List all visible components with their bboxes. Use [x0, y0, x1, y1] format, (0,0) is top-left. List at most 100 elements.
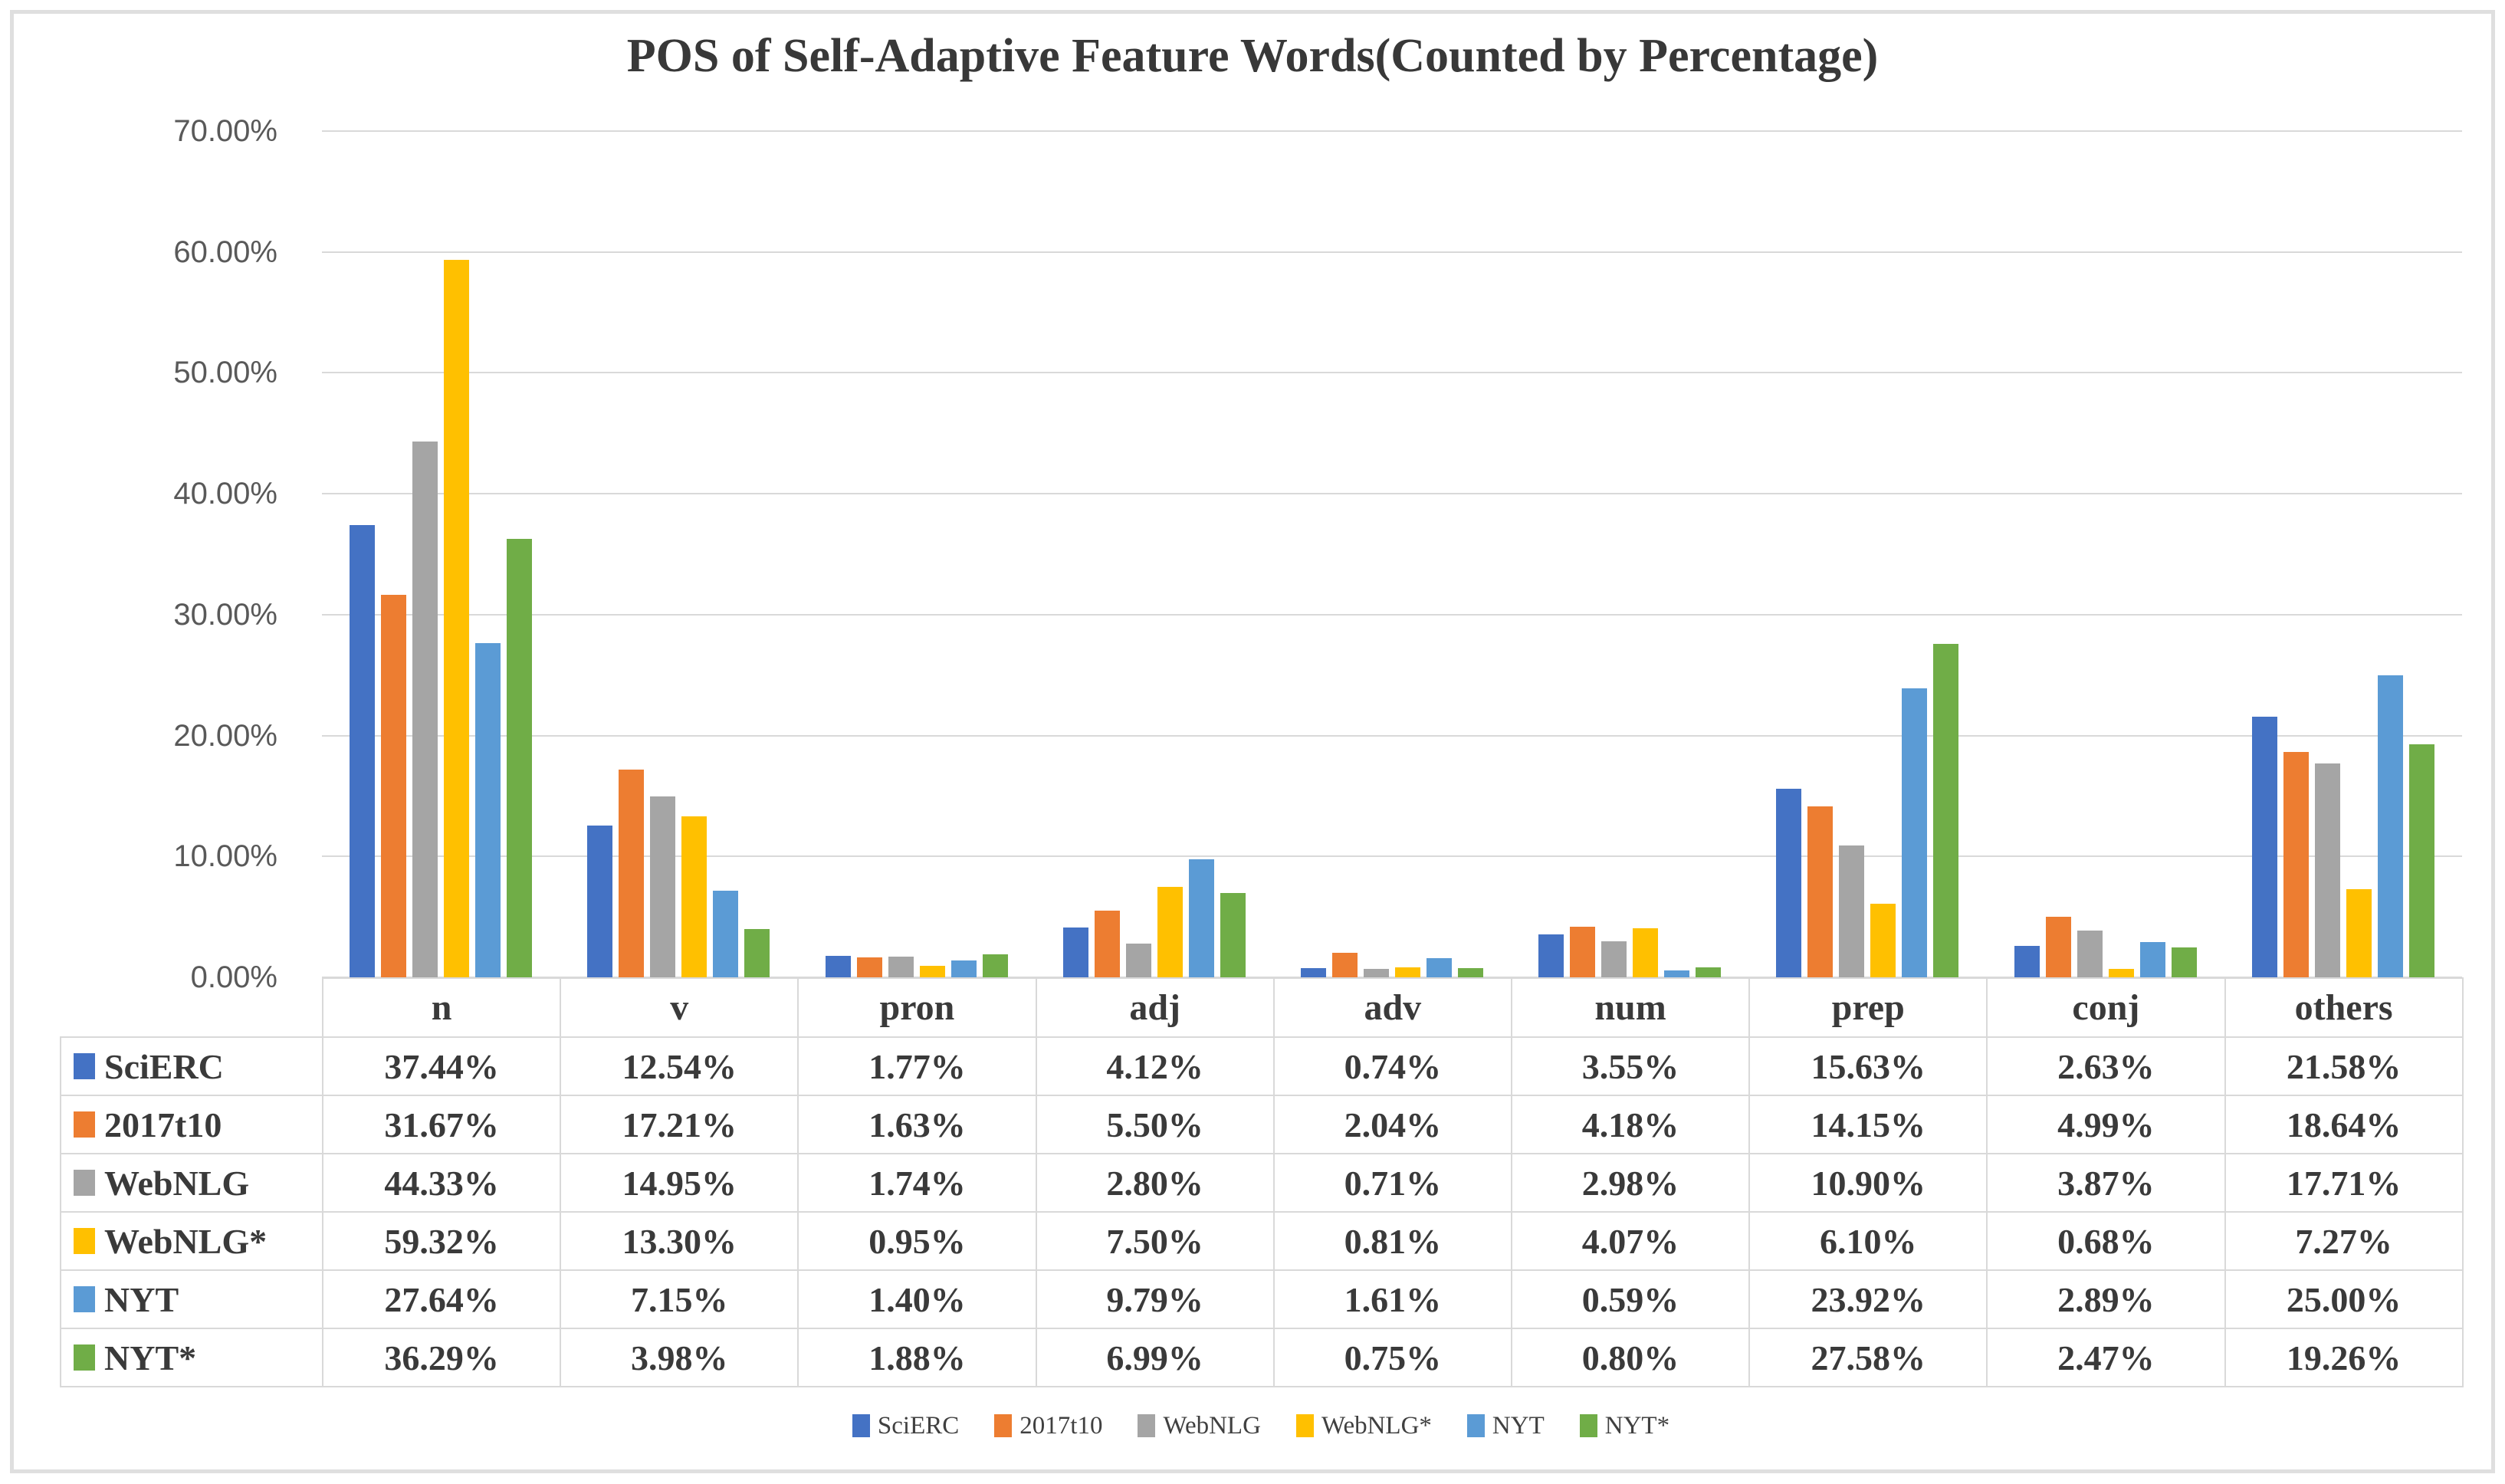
- bar-webnlg-v: [650, 796, 676, 977]
- bar-group-v: [560, 131, 797, 977]
- y-axis: 70.00% 60.00% 50.00% 40.00% 30.00% 20.00% 10.0…: [77, 114, 277, 994]
- bar-nyt-star-n: [507, 538, 533, 977]
- table-value-webnlg-pron: 1.74%: [797, 1153, 1037, 1213]
- series-key-swatch-webnlg: [74, 1170, 95, 1196]
- table-value-nyt-others: 25.00%: [2224, 1269, 2464, 1329]
- bar-2017t10-others: [2283, 752, 2309, 977]
- y-axis-tick-label: 70.00%: [173, 114, 277, 148]
- table-value-webnlg-star-others: 7.27%: [2224, 1211, 2464, 1271]
- table-value-scierc-adv: 0.74%: [1272, 1036, 1512, 1096]
- table-value-webnlg-star-pron: 0.95%: [797, 1211, 1037, 1271]
- bar-scierc-others: [2251, 716, 2277, 977]
- series-key-swatch-webnlg-star: [74, 1228, 95, 1254]
- series-name: NYT*: [104, 1338, 197, 1377]
- bar-scierc-adj: [1062, 927, 1088, 977]
- table-value-scierc-prep: 15.63%: [1748, 1036, 1988, 1096]
- bar-scierc-v: [587, 826, 613, 977]
- bar-nyt-num: [1664, 970, 1690, 977]
- bar-nyt-star-pron: [982, 954, 1008, 977]
- bar-webnlg-star-others: [2346, 889, 2372, 977]
- bar-nyt-adj: [1188, 859, 1214, 977]
- h-gridline: [322, 977, 2462, 978]
- bar-scierc-prep: [1776, 788, 1802, 977]
- bar-2017t10-num: [1570, 927, 1596, 977]
- table-row-webnlg: WebNLG 44.33% 14.95% 1.74% 2.80% 0.71% 2.98% 10…: [60, 1153, 2464, 1213]
- bar-nyt-star-v: [744, 929, 770, 977]
- table-value-webnlg-star-adj: 7.50%: [1035, 1211, 1275, 1271]
- table-value-webnlg-star-num: 4.07%: [1510, 1211, 1751, 1271]
- table-value-webnlg-star-adv: 0.81%: [1272, 1211, 1512, 1271]
- plot-area: [322, 130, 2462, 978]
- table-header-cell-v: v: [560, 977, 799, 1038]
- table-value-webnlg-star-n: 59.32%: [321, 1211, 562, 1271]
- bar-webnlg-star-pron: [919, 966, 945, 977]
- table-value-webnlg-adv: 0.71%: [1272, 1153, 1512, 1213]
- table-row-header-scierc: SciERC: [60, 1036, 323, 1096]
- table-value-scierc-num: 3.55%: [1510, 1036, 1751, 1096]
- bar-nyt-pron: [950, 960, 977, 977]
- table-header-row: n v pron adj adv num prep conj others: [61, 977, 2464, 1038]
- table-value-nyt-star-conj: 2.47%: [1986, 1328, 2226, 1387]
- table-header-cell-others: others: [2224, 977, 2464, 1038]
- legend-label: SciERC: [877, 1411, 960, 1440]
- bar-nyt-star-num: [1696, 967, 1722, 977]
- table-value-scierc-conj: 2.63%: [1986, 1036, 2226, 1096]
- bar-group-conj: [1987, 131, 2224, 977]
- legend-swatch-nyt: [1466, 1414, 1485, 1437]
- bar-webnlg-star-adj: [1157, 886, 1183, 977]
- table-value-2017t10-others: 18.64%: [2224, 1095, 2464, 1154]
- bar-webnlg-prep: [1839, 845, 1865, 977]
- table-value-webnlg-prep: 10.90%: [1748, 1153, 1988, 1213]
- table-row-header-nyt: NYT: [60, 1269, 323, 1329]
- bar-2017t10-prep: [1807, 806, 1834, 977]
- table-row-nyt-star: NYT* 36.29% 3.98% 1.88% 6.99% 0.75% 0.80% 27.58…: [60, 1328, 2464, 1387]
- table-row-header-webnlg: WebNLG: [60, 1153, 323, 1213]
- table-value-webnlg-v: 14.95%: [560, 1153, 799, 1213]
- bar-group-n: [322, 131, 560, 977]
- table-row-header-2017t10: 2017t10: [60, 1095, 323, 1154]
- bar-group-adv: [1273, 131, 1511, 977]
- table-value-webnlg-n: 44.33%: [321, 1153, 562, 1213]
- bar-nyt-prep: [1902, 688, 1928, 977]
- legend-swatch-scierc: [852, 1414, 870, 1437]
- y-axis-tick-label: 30.00%: [173, 597, 277, 632]
- bar-2017t10-v: [619, 769, 645, 977]
- table-value-nyt-adv: 1.61%: [1272, 1269, 1512, 1329]
- table-value-2017t10-prep: 14.15%: [1748, 1095, 1988, 1154]
- legend-label: 2017t10: [1019, 1411, 1103, 1440]
- bar-webnlg-star-n: [444, 260, 470, 977]
- bar-webnlg-pron: [888, 956, 914, 977]
- table-value-nyt-pron: 1.40%: [797, 1269, 1037, 1329]
- bar-scierc-conj: [2014, 945, 2040, 977]
- table-header-cell-pron: pron: [797, 977, 1037, 1038]
- legend-item-webnlg-star: WebNLG*: [1295, 1412, 1432, 1440]
- table-value-nyt-star-adj: 6.99%: [1035, 1328, 1275, 1387]
- table-value-nyt-star-adv: 0.75%: [1272, 1328, 1512, 1387]
- table-value-2017t10-conj: 4.99%: [1986, 1095, 2226, 1154]
- bar-webnlg-num: [1601, 941, 1627, 977]
- table-value-webnlg-adj: 2.80%: [1035, 1153, 1275, 1213]
- table-header-cell-adv: adv: [1272, 977, 1512, 1038]
- table-value-webnlg-star-prep: 6.10%: [1748, 1211, 1988, 1271]
- table-value-2017t10-adv: 2.04%: [1272, 1095, 1512, 1154]
- y-axis-tick-label: 50.00%: [173, 356, 277, 390]
- series-name: SciERC: [104, 1046, 224, 1086]
- series-key-swatch-nyt: [74, 1286, 95, 1312]
- h-gridline: [322, 734, 2462, 737]
- bar-webnlg-star-v: [681, 816, 708, 977]
- bar-webnlg-star-conj: [2108, 969, 2134, 977]
- legend-item-webnlg: WebNLG: [1138, 1412, 1261, 1440]
- table-value-nyt-star-pron: 1.88%: [797, 1328, 1037, 1387]
- table-value-webnlg-star-conj: 0.68%: [1986, 1211, 2226, 1271]
- table-value-nyt-star-n: 36.29%: [321, 1328, 562, 1387]
- h-gridline: [322, 251, 2462, 253]
- bar-scierc-pron: [825, 956, 851, 977]
- series-key-swatch-scierc: [74, 1053, 95, 1079]
- series-name: WebNLG*: [104, 1221, 268, 1261]
- table-row-header-webnlg-star: WebNLG*: [60, 1211, 323, 1271]
- table-corner-cell: [61, 978, 323, 1038]
- table-value-2017t10-adj: 5.50%: [1035, 1095, 1275, 1154]
- table-value-2017t10-n: 31.67%: [321, 1095, 562, 1154]
- bar-nyt-star-prep: [1933, 644, 1959, 977]
